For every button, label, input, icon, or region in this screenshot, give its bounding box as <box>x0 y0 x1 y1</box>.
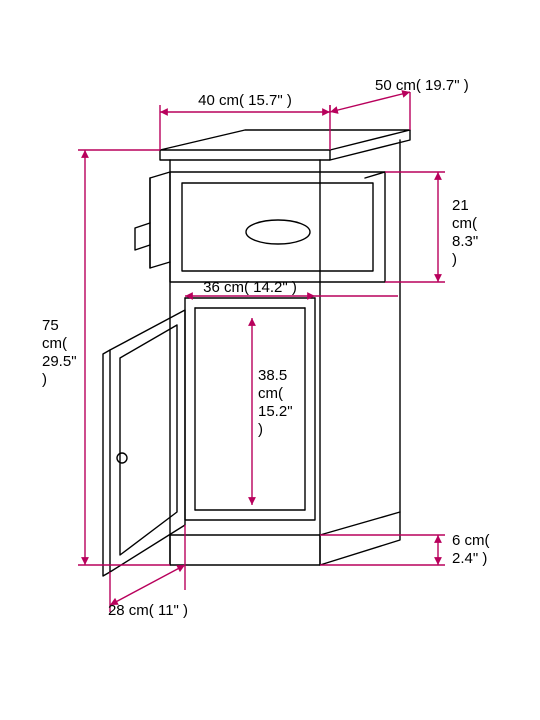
cabinet-outline <box>103 130 410 576</box>
label-base-h-1: 6 cm( <box>452 532 490 549</box>
dim-total-height <box>78 150 170 565</box>
label-door-h-1: 38.5 <box>258 367 287 384</box>
label-total-h-2: cm( <box>42 335 67 352</box>
label-base-h-2: 2.4" ) <box>452 550 487 567</box>
label-drawer-h-1: 21 <box>452 197 469 214</box>
dim-door-depth <box>110 525 185 612</box>
label-drawer-h-2: cm( <box>452 215 477 232</box>
label-drawer-h-4: ) <box>452 251 457 268</box>
label-door-h-3: 15.2" <box>258 403 293 420</box>
label-door-depth: 28 cm( 11" ) <box>108 602 188 619</box>
dimension-diagram: 40 cm( 15.7" ) 50 cm( 19.7" ) 21 cm( 8.3… <box>0 0 540 720</box>
dim-base-height <box>320 535 445 565</box>
dimension-labels: 40 cm( 15.7" ) 50 cm( 19.7" ) 21 cm( 8.3… <box>42 77 490 619</box>
label-depth-top: 50 cm( 19.7" ) <box>375 77 469 94</box>
dim-width-top <box>160 105 330 150</box>
label-inner-w: 36 cm( 14.2" ) <box>203 279 297 296</box>
label-total-h-3: 29.5" <box>42 353 77 370</box>
dim-depth-top <box>330 92 410 130</box>
label-width-top: 40 cm( 15.7" ) <box>198 92 292 109</box>
label-total-h-4: ) <box>42 371 47 388</box>
label-total-h-1: 75 <box>42 317 59 334</box>
dim-drawer-height <box>385 172 445 282</box>
label-door-h-2: cm( <box>258 385 283 402</box>
label-door-h-4: ) <box>258 421 263 438</box>
label-drawer-h-3: 8.3" <box>452 233 478 250</box>
